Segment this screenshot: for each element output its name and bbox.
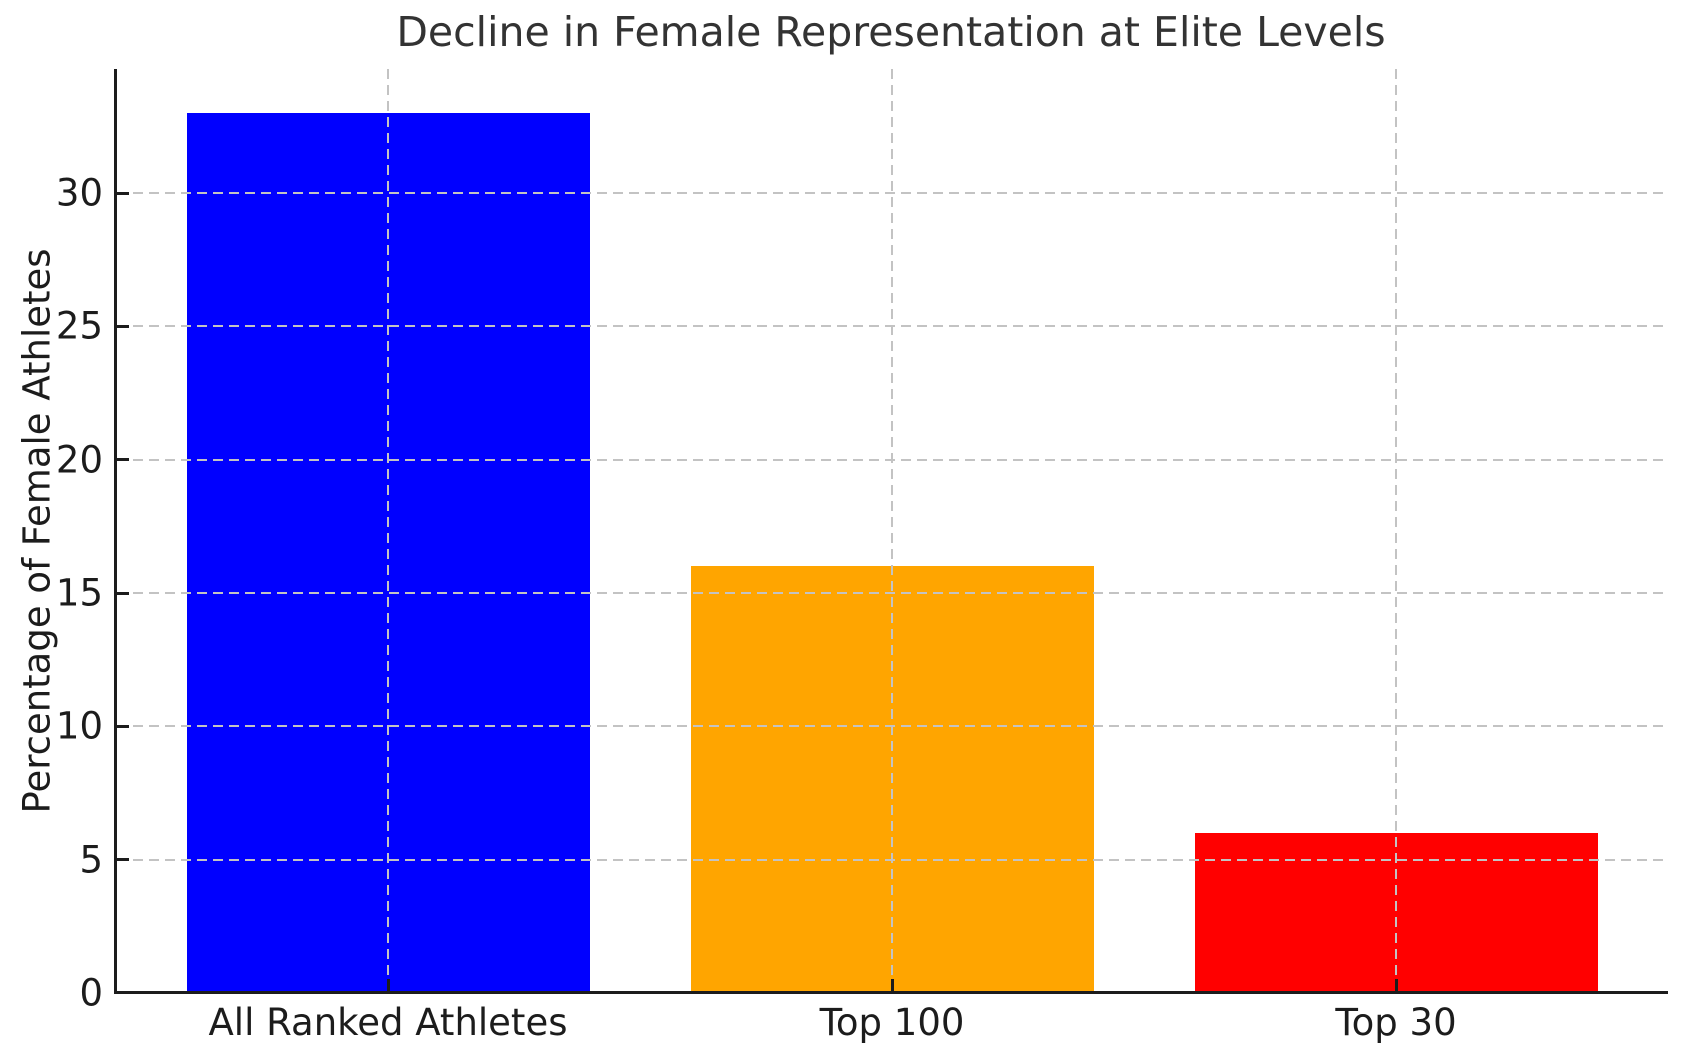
x-tick-label: Top 30 bbox=[1335, 1001, 1457, 1044]
y-tick-label: 10 bbox=[55, 704, 103, 748]
x-tick-label: All Ranked Athletes bbox=[208, 1001, 568, 1044]
v-gridline bbox=[387, 69, 389, 991]
y-axis-spine bbox=[114, 69, 117, 994]
x-tick-mark bbox=[890, 979, 894, 991]
y-tick-mark bbox=[117, 591, 129, 595]
y-tick-mark bbox=[117, 191, 129, 195]
y-tick-label: 0 bbox=[79, 971, 103, 1015]
x-tick-label: Top 100 bbox=[819, 1001, 965, 1044]
y-tick-mark bbox=[117, 458, 129, 462]
x-tick-mark bbox=[386, 979, 390, 991]
chart-title: Decline in Female Representation at Elit… bbox=[396, 8, 1386, 56]
y-tick-label: 5 bbox=[79, 838, 103, 882]
y-tick-mark bbox=[117, 324, 129, 328]
y-tick-mark bbox=[117, 724, 129, 728]
y-tick-label: 15 bbox=[55, 571, 103, 615]
y-tick-mark bbox=[117, 858, 129, 862]
y-tick-label: 20 bbox=[55, 438, 103, 482]
x-axis-spine bbox=[114, 991, 1668, 994]
y-tick-label: 25 bbox=[55, 304, 103, 348]
x-tick-mark bbox=[1394, 979, 1398, 991]
y-tick-label: 30 bbox=[55, 171, 103, 215]
v-gridline bbox=[1395, 69, 1397, 991]
v-gridline bbox=[891, 69, 893, 991]
